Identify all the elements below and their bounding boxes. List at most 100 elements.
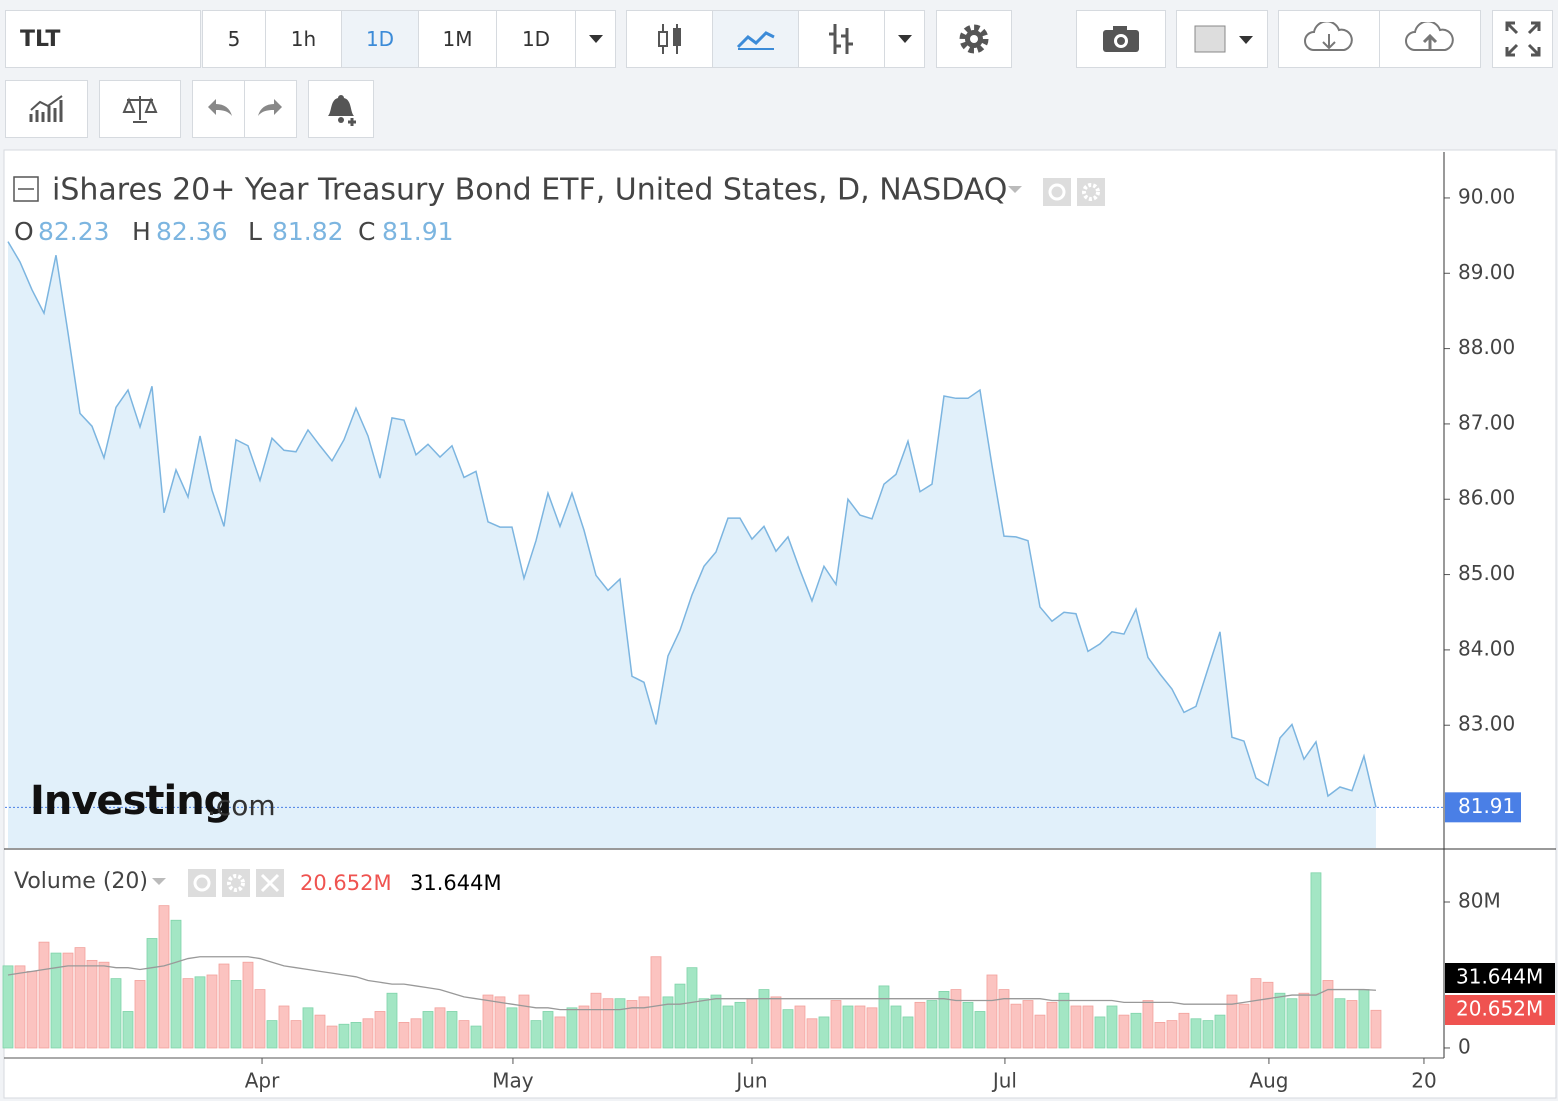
color-dropdown[interactable] <box>1176 10 1268 68</box>
volume-bar <box>1190 1018 1202 1049</box>
ohlc-key: L <box>248 217 262 246</box>
volume-bar <box>74 947 86 1049</box>
volume-bar <box>494 996 506 1049</box>
volume-bar <box>1262 981 1274 1049</box>
volume-bar <box>350 1022 362 1049</box>
volume-title: Volume (20) <box>14 869 148 894</box>
save-button[interactable] <box>1379 10 1481 68</box>
volume-bar <box>734 1001 746 1049</box>
volume-bar <box>950 989 962 1049</box>
volume-bar <box>746 998 758 1049</box>
volume-bar <box>542 1011 554 1049</box>
volume-bar <box>338 1023 350 1049</box>
last-price-label: 81.91 <box>1458 794 1515 818</box>
volume-visibility-icon[interactable] <box>188 869 216 897</box>
volume-bar <box>62 952 74 1049</box>
volume-bar <box>446 1011 458 1049</box>
volume-bar <box>1286 998 1298 1049</box>
interval-dropdown[interactable] <box>575 10 616 68</box>
alert-button[interactable] <box>308 80 374 138</box>
volume-bar <box>878 985 890 1049</box>
volume-bar <box>86 959 98 1049</box>
fullscreen-button[interactable] <box>1492 10 1553 68</box>
volume-bar <box>854 1005 866 1049</box>
volume-bar <box>1082 1005 1094 1049</box>
volume-bar <box>914 1001 926 1049</box>
volume-bar <box>2 965 14 1049</box>
interval-button[interactable]: 1D <box>341 10 419 68</box>
volume-settings-icon[interactable] <box>222 869 250 897</box>
volume-bar <box>986 974 998 1049</box>
volume-bar <box>890 1005 902 1049</box>
redo-button[interactable] <box>244 80 297 138</box>
volume-bar <box>1238 1003 1250 1049</box>
volume-bar <box>374 1011 386 1049</box>
load-button[interactable] <box>1278 10 1380 68</box>
volume-settings-gear <box>227 874 245 892</box>
line-button[interactable] <box>712 10 799 68</box>
volume-bar <box>698 998 710 1049</box>
volume-bar <box>1106 1005 1118 1049</box>
compare-button[interactable] <box>99 80 181 138</box>
candles-button[interactable] <box>626 10 713 68</box>
volume-bar <box>230 980 242 1049</box>
y-tick-label: 87.00 <box>1458 410 1515 434</box>
volume-bar <box>794 1005 806 1049</box>
volume-bar <box>722 1005 734 1049</box>
volume-bar <box>110 978 122 1049</box>
x-tick-label: Apr <box>245 1069 280 1093</box>
volume-dropdown[interactable] <box>152 878 166 885</box>
indicators-button[interactable] <box>5 80 88 138</box>
volume-bar <box>182 978 194 1049</box>
undo-button[interactable] <box>192 80 245 138</box>
snapshot-button[interactable] <box>1076 10 1166 68</box>
interval-button[interactable]: 5 <box>202 10 266 68</box>
volume-bar <box>1070 1005 1082 1049</box>
chart-type-dropdown[interactable] <box>884 10 925 68</box>
volume-bar <box>326 1025 338 1049</box>
x-tick-label: Jun <box>734 1069 767 1093</box>
volume-bar <box>578 1005 590 1049</box>
volume-bar <box>1310 872 1322 1049</box>
volume-bar <box>842 1005 854 1049</box>
volume-bar <box>218 963 230 1049</box>
symbol-input[interactable]: TLT <box>5 10 201 68</box>
y-tick-label: 90.00 <box>1458 184 1515 208</box>
volume-bar <box>1274 992 1286 1049</box>
volume-bar <box>422 1011 434 1049</box>
volume-bar <box>938 991 950 1049</box>
last-price-tag <box>1445 792 1521 823</box>
volume-bar <box>482 994 494 1049</box>
chart-title: iShares 20+ Year Treasury Bond ETF, Unit… <box>52 173 1007 208</box>
price-line <box>7 241 1377 808</box>
watermark-suffix: .com <box>207 789 276 822</box>
title-dropdown[interactable] <box>1008 186 1022 193</box>
volume-bar <box>1346 1000 1358 1049</box>
volume-bar <box>194 976 206 1049</box>
ohlc-value: 81.82 <box>272 217 344 246</box>
volume-bar <box>1142 1000 1154 1049</box>
volume-bar <box>1166 1020 1178 1049</box>
volume-visibility-eye <box>193 874 211 892</box>
volume-bar <box>254 989 266 1049</box>
bars-button[interactable] <box>798 10 885 68</box>
volume-bar <box>626 1000 638 1049</box>
volume-bar <box>518 994 530 1049</box>
volume-bar <box>1034 1014 1046 1049</box>
volume-bar <box>1118 1014 1130 1049</box>
volume-bar <box>1298 992 1310 1049</box>
volume-bar <box>470 1025 482 1049</box>
volume-bar <box>314 1014 326 1049</box>
settings-button[interactable] <box>936 10 1012 68</box>
volume-bar <box>266 1020 278 1049</box>
series-settings-icon[interactable] <box>1077 178 1105 206</box>
interval-button[interactable]: 1h <box>265 10 342 68</box>
volume-bar <box>1094 1016 1106 1049</box>
interval-button[interactable]: 1M <box>418 10 497 68</box>
ohlc-value: 82.23 <box>38 217 110 246</box>
x-tick-label: 20 <box>1411 1069 1436 1093</box>
volume-bar <box>926 1000 938 1049</box>
visibility-icon[interactable] <box>1043 178 1071 206</box>
volume-bar <box>134 980 146 1049</box>
